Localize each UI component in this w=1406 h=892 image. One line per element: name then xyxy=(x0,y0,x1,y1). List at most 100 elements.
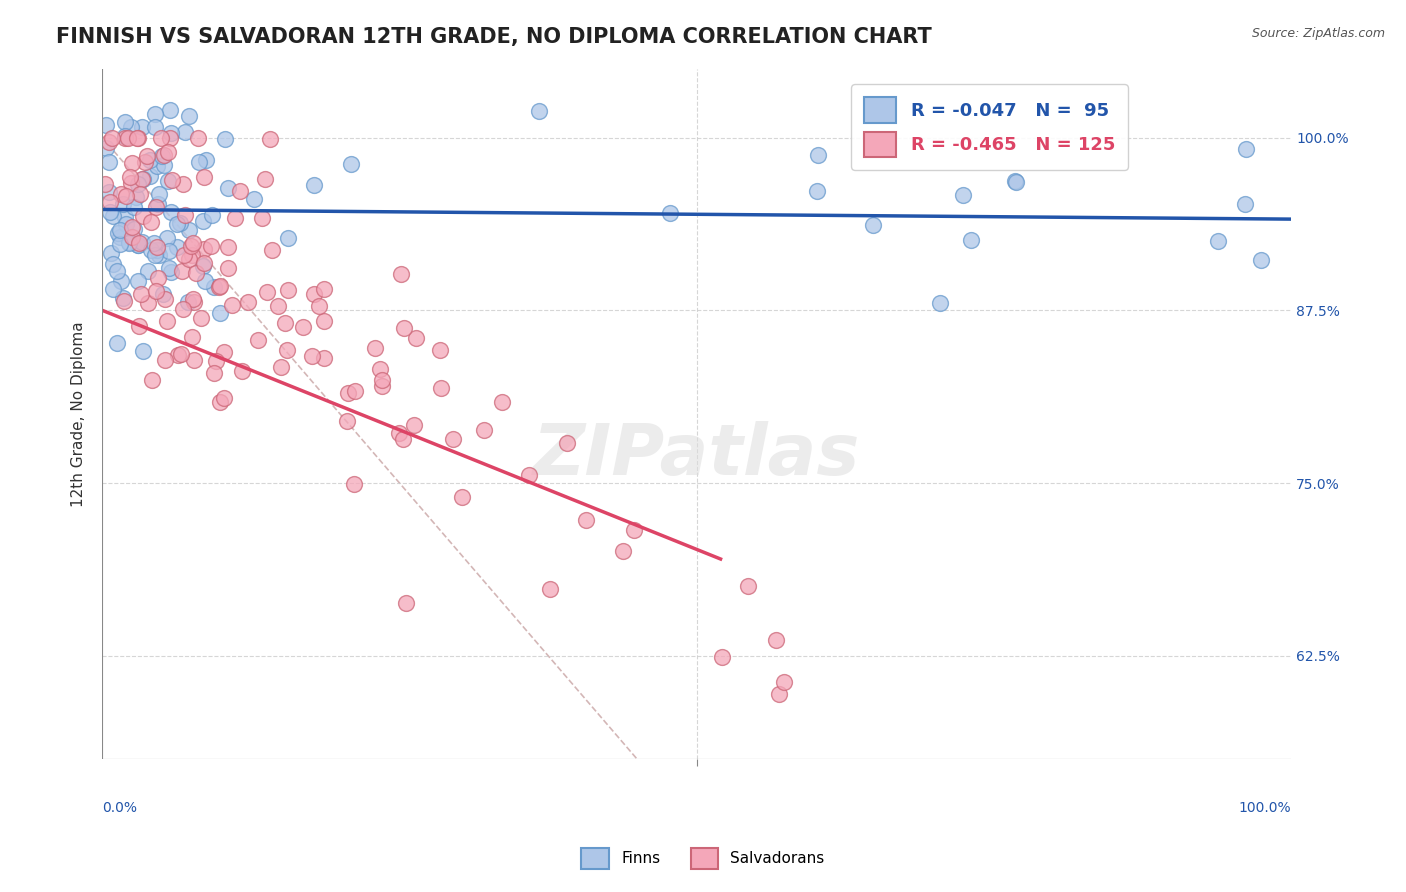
Point xyxy=(195,153,218,167)
Point xyxy=(217,181,239,195)
Point xyxy=(340,157,363,171)
Point xyxy=(217,240,239,254)
Text: ZIPatlas: ZIPatlas xyxy=(533,421,860,490)
Point xyxy=(131,120,153,134)
Point xyxy=(181,235,204,250)
Point xyxy=(212,345,235,359)
Point xyxy=(131,343,153,358)
Point xyxy=(336,385,359,400)
Point xyxy=(1234,196,1257,211)
Point xyxy=(737,579,759,593)
Point xyxy=(145,200,167,214)
Point xyxy=(152,287,174,301)
Point xyxy=(212,391,235,405)
Point xyxy=(114,210,136,224)
Point xyxy=(141,373,163,387)
Point xyxy=(208,395,231,409)
Point xyxy=(101,209,124,223)
Point xyxy=(127,130,149,145)
Point xyxy=(184,266,207,280)
Point xyxy=(125,130,148,145)
Point xyxy=(267,299,290,313)
Point xyxy=(1250,253,1272,268)
Point xyxy=(110,275,132,289)
Point xyxy=(179,252,201,267)
Point xyxy=(292,320,315,334)
Point xyxy=(807,148,830,162)
Point xyxy=(127,238,149,252)
Point xyxy=(205,354,228,368)
Point xyxy=(101,130,124,145)
Point xyxy=(575,513,598,527)
Point xyxy=(429,343,451,357)
Point xyxy=(128,187,150,202)
Point xyxy=(118,170,141,185)
Point xyxy=(150,148,173,162)
Point xyxy=(108,236,131,251)
Point xyxy=(114,115,136,129)
Point xyxy=(167,348,190,362)
Point xyxy=(98,135,121,149)
Point xyxy=(112,197,135,211)
Point xyxy=(208,279,231,293)
Point xyxy=(236,295,259,310)
Point xyxy=(121,219,143,234)
Point xyxy=(146,159,169,173)
Point xyxy=(159,103,181,117)
Point xyxy=(139,169,162,183)
Point xyxy=(612,544,634,558)
Point xyxy=(156,314,179,328)
Point xyxy=(623,523,645,537)
Point xyxy=(772,675,794,690)
Point xyxy=(143,120,166,135)
Point xyxy=(110,223,132,237)
Point xyxy=(658,205,681,219)
Point xyxy=(301,349,323,363)
Point xyxy=(101,257,124,271)
Point xyxy=(201,208,224,222)
Text: 100.0%: 100.0% xyxy=(1239,801,1291,814)
Point xyxy=(172,177,194,191)
Point xyxy=(146,271,169,285)
Point xyxy=(392,320,415,334)
Point xyxy=(276,343,298,358)
Point xyxy=(112,294,135,309)
Point xyxy=(312,282,335,296)
Point xyxy=(136,296,159,310)
Point xyxy=(260,243,283,257)
Point xyxy=(170,347,193,361)
Point xyxy=(115,189,138,203)
Point xyxy=(153,148,176,162)
Point xyxy=(308,299,330,313)
Point xyxy=(183,294,205,309)
Point xyxy=(441,432,464,446)
Text: Source: ZipAtlas.com: Source: ZipAtlas.com xyxy=(1251,27,1385,40)
Point xyxy=(370,373,392,387)
Point xyxy=(141,215,163,229)
Point xyxy=(152,158,174,172)
Point xyxy=(169,215,191,229)
Point xyxy=(181,292,204,306)
Point xyxy=(217,260,239,275)
Point xyxy=(94,177,117,191)
Point xyxy=(229,184,252,198)
Point xyxy=(107,227,129,241)
Point xyxy=(527,104,550,119)
Point xyxy=(202,366,225,380)
Point xyxy=(141,243,163,257)
Point xyxy=(143,248,166,262)
Point xyxy=(128,235,150,250)
Point xyxy=(145,284,167,298)
Point xyxy=(517,468,540,483)
Point xyxy=(156,230,179,244)
Point xyxy=(253,171,276,186)
Point xyxy=(118,235,141,250)
Point xyxy=(153,292,176,306)
Legend: Finns, Salvadorans: Finns, Salvadorans xyxy=(575,841,831,875)
Point xyxy=(120,177,142,191)
Point xyxy=(765,632,787,647)
Point xyxy=(404,418,426,433)
Point xyxy=(343,476,366,491)
Point xyxy=(960,233,983,247)
Point xyxy=(139,153,162,167)
